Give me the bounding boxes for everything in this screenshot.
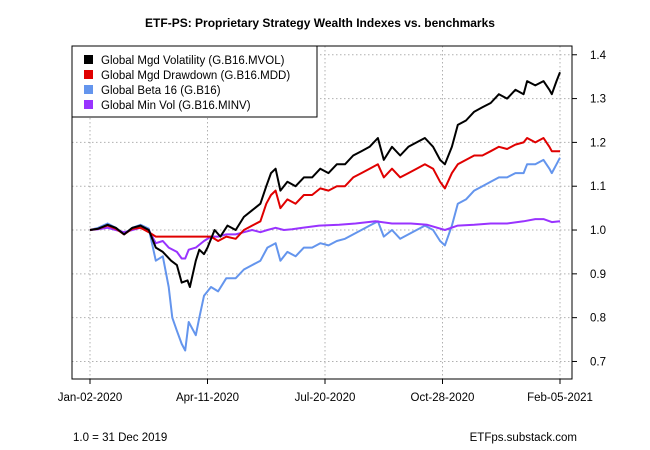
y-axis: 0.7 0.8 0.9 1.0 1.1 1.2 1.3 1.4 xyxy=(572,50,607,368)
legend-box xyxy=(71,45,318,118)
series-line-2 xyxy=(89,137,560,242)
legend-swatch xyxy=(84,85,93,94)
legend: Global Mgd Volatility (G.B16.MVOL) Global… xyxy=(71,45,318,118)
y-tick-label: 1.4 xyxy=(590,50,607,62)
x-tick-label: Jan-02-2020 xyxy=(58,392,123,404)
series-layer xyxy=(89,71,561,352)
y-tick-label: 0.9 xyxy=(590,269,606,281)
x-axis: Jan-02-2020 Apr-11-2020 Jul-20-2020 Oct-28-… xyxy=(58,379,593,404)
legend-swatch xyxy=(84,70,93,79)
x-tick-label: Oct-28-2020 xyxy=(411,392,475,404)
x-tick-label: Apr-11-2020 xyxy=(176,392,239,404)
legend-swatch xyxy=(84,100,93,109)
legend-label: Global Min Vol (G.B16.MINV) xyxy=(101,100,251,112)
legend-label: Global Mgd Volatility (G.B16.MVOL) xyxy=(101,55,285,67)
plot-frame xyxy=(71,45,573,380)
y-tick-label: 1.0 xyxy=(590,225,606,237)
grid-layer xyxy=(72,46,572,379)
series-line-3 xyxy=(89,157,561,352)
y-tick-label: 1.3 xyxy=(590,94,606,106)
series-line-1 xyxy=(89,71,561,288)
x-tick-label: Feb-05-2021 xyxy=(527,392,593,404)
x-tick-label: Jul-20-2020 xyxy=(295,392,356,404)
y-tick-label: 0.8 xyxy=(590,313,606,325)
legend-label: Global Mgd Drawdown (G.B16.MDD) xyxy=(101,70,290,82)
y-tick-label: 1.1 xyxy=(590,181,606,193)
y-tick-label: 0.7 xyxy=(590,356,606,368)
legend-swatch xyxy=(84,55,93,64)
chart-title: ETF-PS: Proprietary Strategy Wealth Inde… xyxy=(145,16,495,30)
footer-source: ETFps.substack.com xyxy=(469,432,577,444)
y-tick-label: 1.2 xyxy=(590,137,606,149)
legend-label: Global Beta 16 (G.B16) xyxy=(101,85,221,97)
footer-baseline-note: 1.0 = 31 Dec 2019 xyxy=(73,432,168,444)
